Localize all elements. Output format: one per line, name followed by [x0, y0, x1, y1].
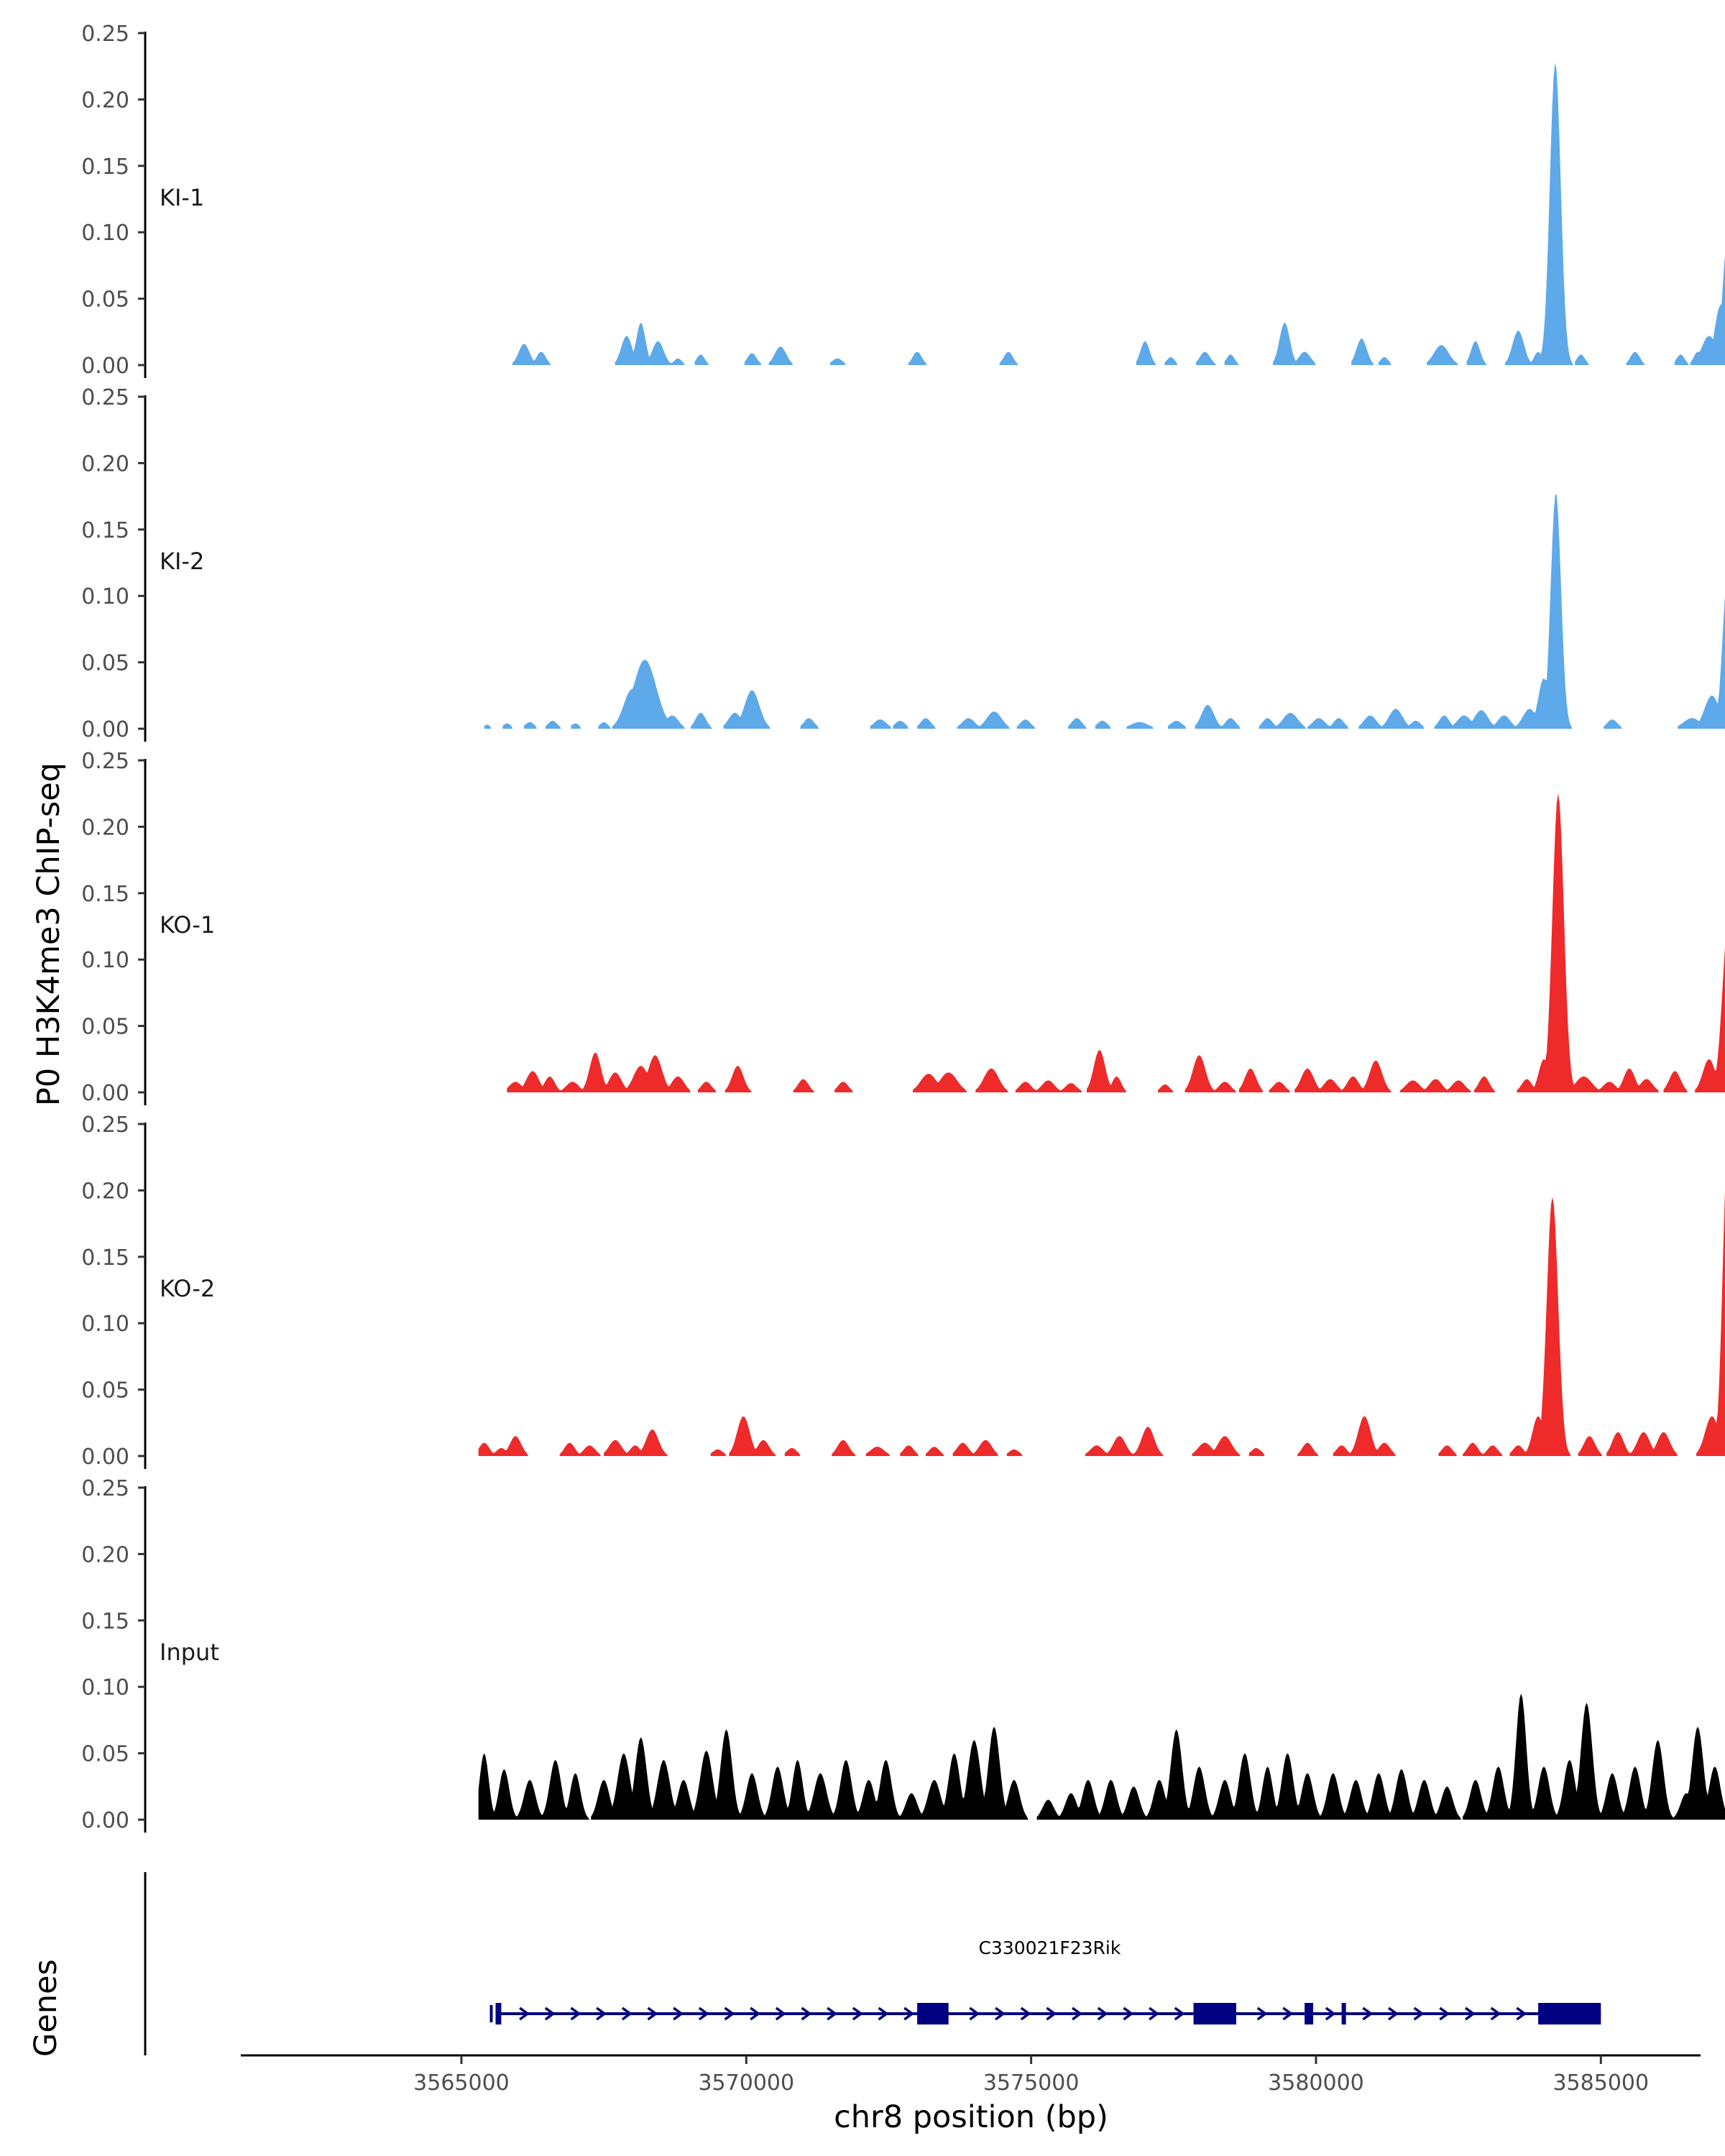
y-tick-label: 0.15 — [81, 1609, 129, 1634]
y-tick-label: 0.15 — [81, 882, 129, 907]
strand-arrow — [1387, 2007, 1399, 2021]
y-tick-label: 0.10 — [81, 948, 129, 973]
signal-area-input — [478, 1693, 1725, 1820]
strand-arrow — [621, 2007, 632, 2021]
strand-arrow — [673, 2007, 684, 2021]
signal-area-ko-1 — [507, 793, 1725, 1092]
y-axis-title: P0 H3K4me3 ChIP-seq — [31, 763, 67, 1106]
gene-exon — [917, 2003, 949, 2024]
x-tick-label: 3580000 — [1268, 2070, 1364, 2096]
track-label: Input — [160, 1639, 219, 1666]
track-ko-1: 0.00 0.05 0.10 0.15 0.20 0.25 KO-1 — [81, 749, 1725, 1106]
signal-area-ko-2 — [478, 1192, 1725, 1456]
strand-arrow — [801, 2007, 812, 2021]
y-tick-label: 0.15 — [81, 155, 129, 180]
x-tick-label: 3570000 — [698, 2070, 794, 2096]
y-tick-label: 0.05 — [81, 651, 129, 676]
strand-arrow — [724, 2007, 735, 2021]
track-ko-2: 0.00 0.05 0.10 0.15 0.20 0.25 KO-2 — [81, 1112, 1725, 1470]
strand-arrow — [969, 2007, 980, 2021]
y-tick-label: 0.05 — [81, 1742, 129, 1767]
gene-exon — [495, 2003, 502, 2024]
strand-arrow — [544, 2007, 556, 2021]
strand-arrow — [1282, 2007, 1294, 2021]
strand-arrow — [1256, 2007, 1268, 2021]
strand-arrow — [852, 2007, 863, 2021]
strand-arrow — [1097, 2007, 1108, 2021]
strand-arrow — [519, 2007, 530, 2021]
gene-exon — [1193, 2003, 1236, 2024]
signal-area-ki-2 — [484, 494, 1725, 729]
y-tick-label: 0.20 — [81, 88, 129, 113]
strand-arrow — [903, 2007, 915, 2021]
strand-arrow — [1046, 2007, 1057, 2021]
y-tick-label: 0.25 — [81, 1112, 129, 1138]
y-tick-label: 0.05 — [81, 287, 129, 313]
strand-arrow — [878, 2007, 889, 2021]
y-tick-label: 0.25 — [81, 22, 129, 47]
y-tick-label: 0.05 — [81, 1378, 129, 1404]
track-ki-1: 0.00 0.05 0.10 0.15 0.20 0.25 KI-1 — [81, 22, 1725, 379]
strand-arrow — [1149, 2007, 1160, 2021]
y-tick-label: 0.00 — [81, 354, 129, 379]
y-tick-label: 0.25 — [81, 749, 129, 774]
strand-arrow — [647, 2007, 658, 2021]
strand-arrow — [1325, 2007, 1336, 2021]
strand-arrow — [698, 2007, 709, 2021]
strand-arrow — [1413, 2007, 1425, 2021]
track-label: KI-1 — [160, 184, 204, 211]
y-tick-label: 0.25 — [81, 1476, 129, 1501]
y-tick-label: 0.20 — [81, 451, 129, 476]
track-label: KO-1 — [160, 911, 215, 939]
strand-arrow — [596, 2007, 607, 2021]
strand-arrow — [1464, 2007, 1476, 2021]
y-tick-label: 0.05 — [81, 1015, 129, 1040]
strand-arrow — [1490, 2007, 1501, 2021]
y-tick-label: 0.15 — [81, 518, 129, 543]
track-label: KO-2 — [160, 1275, 215, 1302]
y-tick-label: 0.10 — [81, 584, 129, 609]
genes-axis-title: Genes — [28, 1959, 64, 2057]
y-tick-label: 0.20 — [81, 815, 129, 840]
strand-arrow — [1174, 2007, 1185, 2021]
y-tick-label: 0.25 — [81, 385, 129, 410]
y-tick-label: 0.10 — [81, 1675, 129, 1700]
strand-arrow — [1072, 2007, 1083, 2021]
signal-area-ki-1 — [512, 63, 1725, 365]
strand-arrow — [775, 2007, 786, 2021]
x-axis-title: chr8 position (bp) — [834, 2099, 1108, 2135]
signal-tracks: 0.00 0.05 0.10 0.15 0.20 0.25 KI-1 0.00 0.05 0.10… — [81, 22, 1725, 1833]
y-tick-label: 0.10 — [81, 221, 129, 246]
strand-arrow — [827, 2007, 838, 2021]
y-tick-label: 0.20 — [81, 1542, 129, 1567]
gene-exon — [1538, 2003, 1601, 2024]
gene-exon — [1341, 2003, 1346, 2024]
y-tick-label: 0.00 — [81, 1081, 129, 1106]
y-tick-label: 0.20 — [81, 1179, 129, 1204]
strand-arrow — [1362, 2007, 1374, 2021]
strand-arrow — [1439, 2007, 1450, 2021]
x-tick-label: 3575000 — [983, 2070, 1080, 2096]
y-tick-label: 0.00 — [81, 1808, 129, 1833]
x-tick-label: 3585000 — [1552, 2070, 1649, 2096]
strand-arrow — [1123, 2007, 1134, 2021]
track-input: 0.00 0.05 0.10 0.15 0.20 0.25 Input — [81, 1476, 1725, 1833]
gene-name-label: C330021F23Rik — [978, 1938, 1121, 1958]
track-label: KI-2 — [160, 548, 204, 575]
strand-arrow — [570, 2007, 581, 2021]
track-ki-2: 0.00 0.05 0.10 0.15 0.20 0.25 KI-2 — [81, 385, 1725, 742]
y-tick-label: 0.00 — [81, 717, 129, 742]
y-tick-label: 0.00 — [81, 1445, 129, 1470]
x-axis: 3565000 3570000 3575000 3580000 3585000 — [241, 2054, 1701, 2096]
strand-arrow — [750, 2007, 761, 2021]
y-tick-label: 0.10 — [81, 1312, 129, 1337]
gene-exon — [1305, 2003, 1313, 2024]
strand-arrow — [1516, 2007, 1527, 2021]
strand-arrow — [994, 2007, 1006, 2021]
y-tick-label: 0.15 — [81, 1245, 129, 1271]
strand-arrow — [1020, 2007, 1031, 2021]
gene-track: C330021F23Rik — [144, 1872, 1601, 2055]
x-tick-label: 3565000 — [413, 2070, 510, 2096]
